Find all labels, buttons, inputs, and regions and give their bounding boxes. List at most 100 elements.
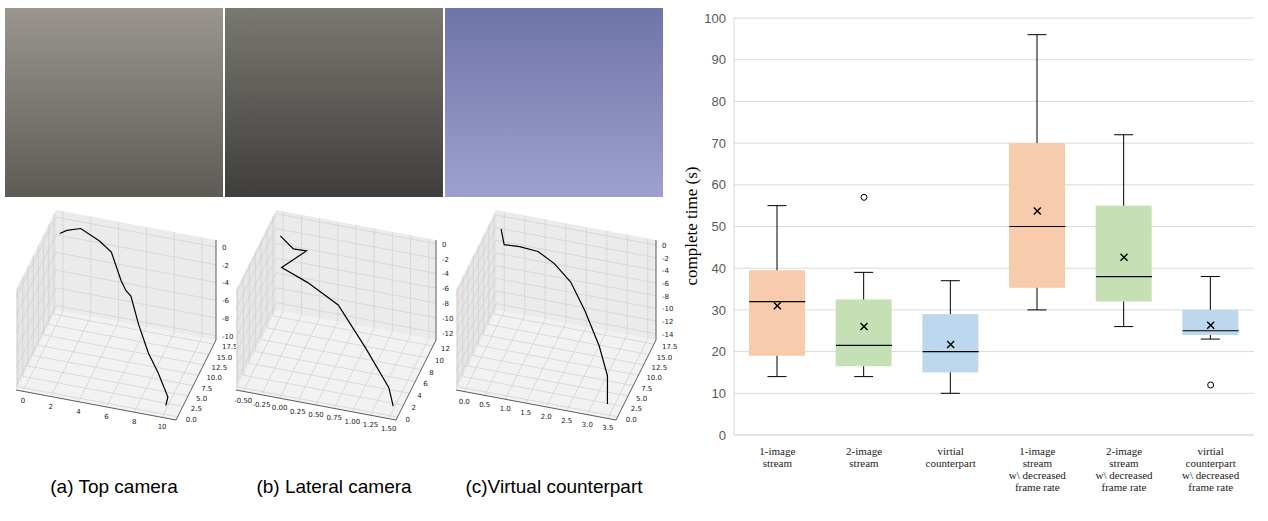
svg-text:8: 8 <box>429 369 433 377</box>
svg-text:1.00: 1.00 <box>345 418 361 426</box>
svg-text:-12: -12 <box>442 330 453 338</box>
svg-text:10.0: 10.0 <box>206 374 222 382</box>
svg-text:0.75: 0.75 <box>326 414 342 422</box>
html-text:(c)Virtual counterpart: (c)Virtual counterpart <box>465 476 643 497</box>
svg-text:w\ decreased: w\ decreased <box>1182 469 1240 481</box>
svg-text:10.0: 10.0 <box>646 374 662 382</box>
svg-text:-6: -6 <box>442 285 450 293</box>
svg-text:2-image: 2-image <box>1106 445 1142 457</box>
svg-text:w\ decreased: w\ decreased <box>1095 469 1153 481</box>
svg-text:frame rate: frame rate <box>1102 481 1147 493</box>
svg-text:counterpart: counterpart <box>1186 457 1236 469</box>
svg-text:-0.25: -0.25 <box>252 401 270 409</box>
svg-text:1-image: 1-image <box>759 445 795 457</box>
svg-text:12.5: 12.5 <box>212 364 228 372</box>
svg-text:-12: -12 <box>662 318 673 326</box>
svg-text:2.0: 2.0 <box>541 413 552 421</box>
svg-text:80: 80 <box>712 94 726 109</box>
svg-text:2.5: 2.5 <box>561 417 572 425</box>
svg-text:counterpart: counterpart <box>926 457 976 469</box>
svg-text:-8: -8 <box>442 300 449 308</box>
svg-text:-4: -4 <box>222 279 230 287</box>
svg-text:w\ decreased: w\ decreased <box>1009 469 1067 481</box>
svg-text:7.5: 7.5 <box>641 385 652 393</box>
svg-text:10: 10 <box>158 423 167 431</box>
svg-text:stream: stream <box>849 457 879 469</box>
svg-text:20: 20 <box>712 344 726 359</box>
svg-text:60: 60 <box>712 177 726 192</box>
svg-text:8: 8 <box>132 418 136 426</box>
svg-text:stream: stream <box>1109 457 1139 469</box>
svg-text:12: 12 <box>441 345 450 353</box>
svg-text:0.5: 0.5 <box>479 401 490 409</box>
svg-text:frame rate: frame rate <box>1015 481 1060 493</box>
svg-text:0: 0 <box>719 428 726 443</box>
svg-text:-8: -8 <box>662 293 669 301</box>
svg-text:0.0: 0.0 <box>186 416 197 424</box>
svg-text:1.25: 1.25 <box>363 421 379 429</box>
svg-text:0: 0 <box>405 416 409 424</box>
svg-text:1.5: 1.5 <box>520 409 531 417</box>
svg-text:0.00: 0.00 <box>272 404 288 412</box>
svg-text:5.0: 5.0 <box>636 395 647 403</box>
svg-text:2.5: 2.5 <box>191 405 202 413</box>
svg-text:-6: -6 <box>222 297 230 305</box>
svg-text:5.0: 5.0 <box>196 395 207 403</box>
svg-text:2: 2 <box>49 403 53 411</box>
svg-text:90: 90 <box>712 52 726 67</box>
svg-text:0: 0 <box>222 244 226 252</box>
svg-text:-14: -14 <box>662 331 674 339</box>
svg-text:0: 0 <box>21 397 25 405</box>
svg-text:stream: stream <box>763 457 793 469</box>
svg-text:3.5: 3.5 <box>602 424 613 432</box>
svg-text:virtial: virtial <box>1198 445 1224 457</box>
svg-text:0.0: 0.0 <box>459 398 470 406</box>
svg-text:12.5: 12.5 <box>652 364 668 372</box>
svg-text:0.25: 0.25 <box>290 408 306 416</box>
svg-text:15.0: 15.0 <box>657 354 673 362</box>
svg-text:17.5: 17.5 <box>222 343 238 351</box>
svg-text:7.5: 7.5 <box>201 385 212 393</box>
svg-text:frame rate: frame rate <box>1188 481 1233 493</box>
svg-text:-4: -4 <box>662 267 670 275</box>
svg-text:4: 4 <box>76 408 81 416</box>
svg-text:0: 0 <box>442 241 446 249</box>
svg-text:-10: -10 <box>662 305 673 313</box>
svg-text:-2: -2 <box>222 262 229 270</box>
svg-text:0: 0 <box>662 242 666 250</box>
svg-text:50: 50 <box>712 219 726 234</box>
svg-text:10: 10 <box>435 357 444 365</box>
svg-text:6: 6 <box>104 413 109 421</box>
html-text:complete time (s): complete time (s) <box>682 166 701 286</box>
svg-text:-0.50: -0.50 <box>234 397 252 405</box>
svg-text:2: 2 <box>411 404 415 412</box>
svg-text:6: 6 <box>423 380 428 388</box>
svg-text:-6: -6 <box>662 280 670 288</box>
svg-text:-2: -2 <box>442 256 449 264</box>
svg-text:1.0: 1.0 <box>500 405 511 413</box>
svg-text:100: 100 <box>704 11 726 26</box>
svg-text:0.50: 0.50 <box>308 411 324 419</box>
svg-text:-4: -4 <box>442 270 450 278</box>
html-text:(b) Lateral camera: (b) Lateral camera <box>256 476 412 497</box>
svg-text:-2: -2 <box>662 255 669 263</box>
svg-text:15.0: 15.0 <box>217 354 233 362</box>
svg-text:stream: stream <box>1023 457 1053 469</box>
svg-text:3.0: 3.0 <box>582 421 593 429</box>
svg-text:70: 70 <box>712 136 726 151</box>
svg-text:17.5: 17.5 <box>662 343 678 351</box>
svg-text:-8: -8 <box>222 315 229 323</box>
svg-text:1-image: 1-image <box>1019 445 1055 457</box>
html-text:(a) Top camera: (a) Top camera <box>50 476 178 497</box>
svg-text:virtial: virtial <box>938 445 964 457</box>
svg-text:40: 40 <box>712 261 726 276</box>
svg-text:-10: -10 <box>222 333 233 341</box>
svg-text:2.5: 2.5 <box>631 405 642 413</box>
svg-text:30: 30 <box>712 303 726 318</box>
svg-text:0.0: 0.0 <box>626 416 637 424</box>
svg-text:2-image: 2-image <box>846 445 882 457</box>
svg-text:-10: -10 <box>442 315 453 323</box>
svg-text:1.50: 1.50 <box>381 425 397 433</box>
svg-text:10: 10 <box>712 386 726 401</box>
svg-text:4: 4 <box>417 392 422 400</box>
